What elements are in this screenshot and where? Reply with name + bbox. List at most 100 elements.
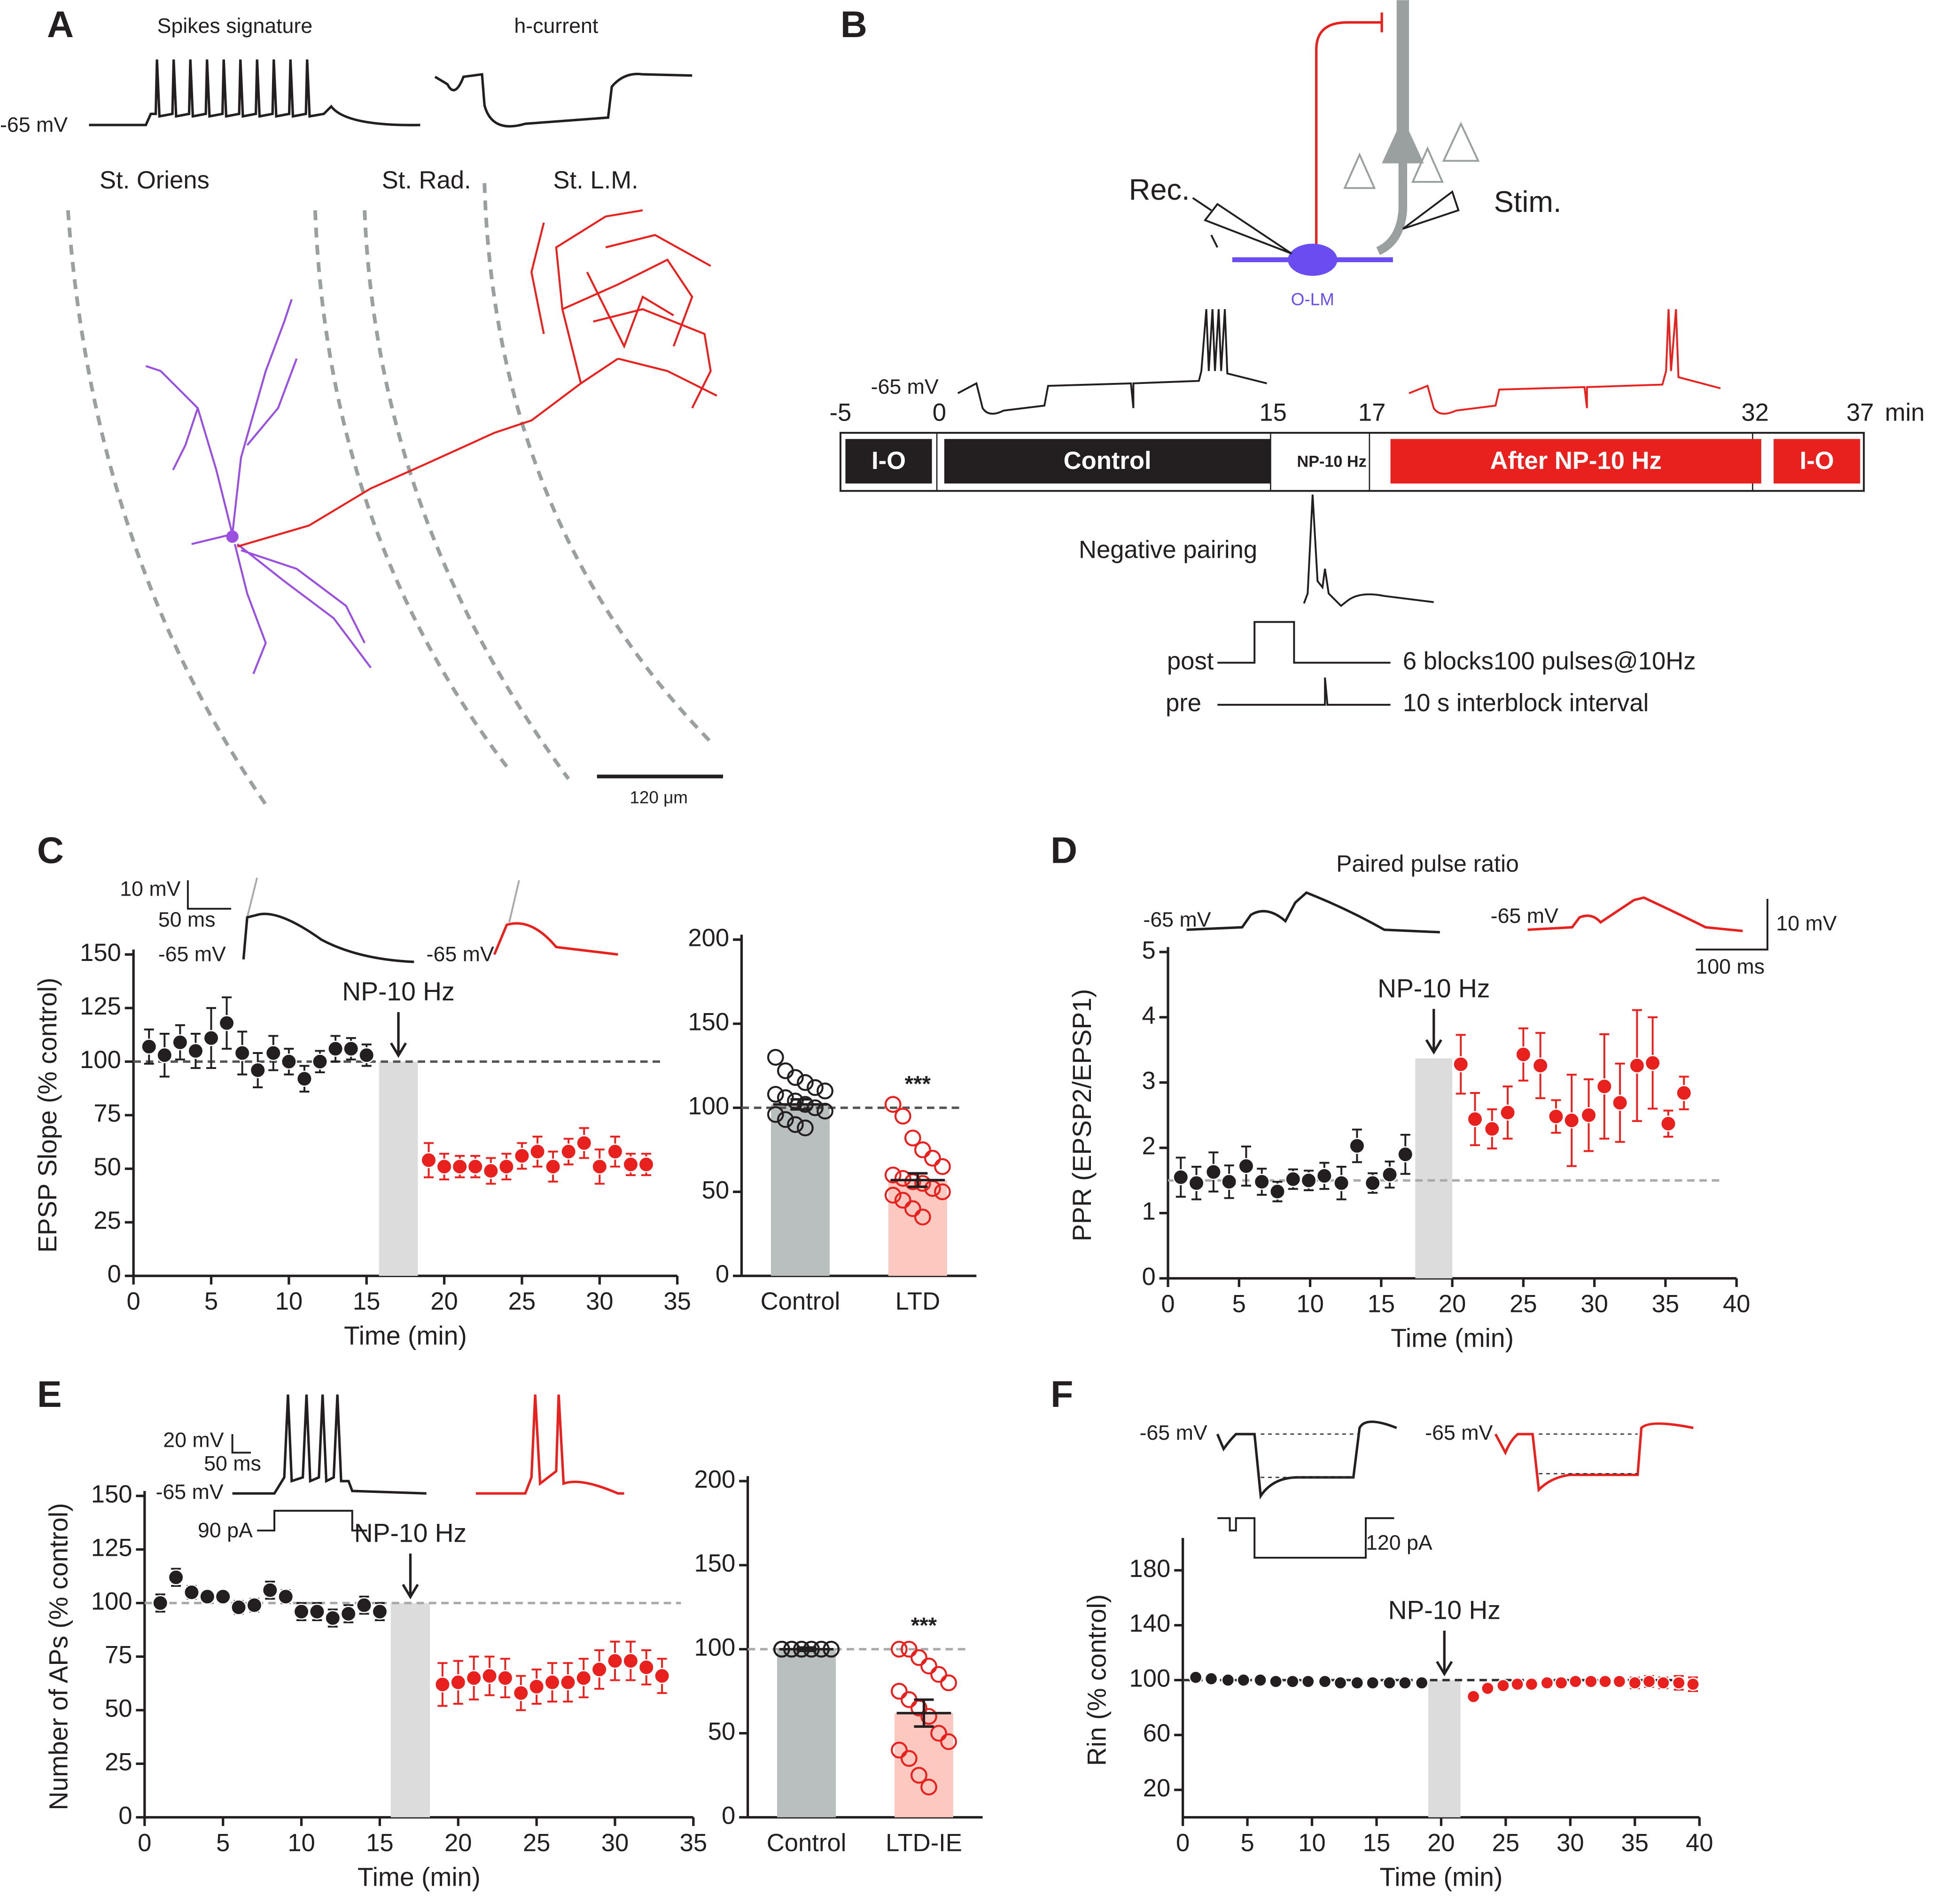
- olm-soma: [1288, 243, 1338, 276]
- spike-trace: [89, 59, 420, 126]
- timeline-segment: [944, 439, 1271, 484]
- data-point: [576, 1135, 592, 1151]
- inset-label: 10 mV: [120, 877, 180, 900]
- timeline-segment-label: I-O: [1800, 447, 1834, 475]
- data-point: [924, 1149, 941, 1167]
- inset-label: 20 mV: [163, 1429, 224, 1452]
- y-tick-label: 140: [1129, 1610, 1171, 1638]
- data-point: [623, 1653, 639, 1669]
- data-point: [1301, 1674, 1315, 1688]
- layer-boundary: [363, 210, 570, 780]
- data-point: [1364, 1175, 1381, 1191]
- x-tick-label: Control: [761, 1288, 841, 1315]
- inset-label: -65 mV: [427, 943, 494, 966]
- timeline-segment: [1390, 439, 1761, 484]
- inset-trace: [1527, 896, 1743, 932]
- data-point: [1205, 1164, 1222, 1180]
- x-tick-label: 25: [1510, 1290, 1537, 1318]
- data-point: [1318, 1674, 1332, 1688]
- timeline-frame: [839, 432, 1865, 492]
- timeline-tick-label: 37: [1846, 399, 1874, 427]
- data-point: [1686, 1677, 1700, 1691]
- data-point: [767, 1049, 784, 1066]
- x-tick-label: LTD-IE: [886, 1829, 962, 1857]
- data-point: [890, 1640, 908, 1658]
- x-tick-label: LTD: [895, 1288, 940, 1315]
- annotation-arrow: [389, 1012, 407, 1058]
- data-point: [529, 1143, 546, 1160]
- data-point: [1644, 1055, 1661, 1071]
- inset-label: 120 pA: [1366, 1531, 1432, 1554]
- stimulation-band: [1415, 1058, 1453, 1279]
- chart-title: Paired pulse ratio: [1336, 851, 1519, 877]
- y-tick-label: 25: [93, 1207, 121, 1234]
- inset-trace: [1216, 1420, 1397, 1500]
- y-axis-title: Rin (% control): [1082, 1594, 1111, 1766]
- panel-label: E: [37, 1373, 62, 1415]
- x-tick-label: 5: [216, 1829, 230, 1857]
- timeline-tick-label: -5: [830, 399, 852, 427]
- inset-label: 10 mV: [1776, 912, 1837, 935]
- data-point: [1269, 1674, 1283, 1688]
- x-tick-label: 20: [444, 1829, 472, 1857]
- data-point: [340, 1606, 357, 1622]
- x-tick-label: 5: [1232, 1290, 1246, 1318]
- x-tick-label: 35: [663, 1288, 691, 1315]
- layer-boundary: [313, 210, 508, 768]
- data-point: [311, 1053, 328, 1070]
- x-tick-label: 25: [523, 1829, 551, 1857]
- stimulation-band: [390, 1603, 430, 1818]
- data-point: [246, 1597, 263, 1614]
- data-point: [1349, 1138, 1365, 1154]
- data-point: [372, 1603, 388, 1620]
- data-point: [434, 1676, 451, 1693]
- x-tick-label: 20: [1439, 1290, 1466, 1318]
- scale-bar: [1696, 898, 1768, 951]
- y-tick-label: 100: [80, 1046, 121, 1074]
- y-tick-label: 60: [1143, 1719, 1171, 1747]
- x-tick-label: 10: [275, 1288, 303, 1315]
- data-point: [1568, 1674, 1582, 1688]
- data-point: [592, 1158, 608, 1175]
- annotation: NP-10 Hz: [342, 977, 454, 1006]
- annotation-arrow: [1425, 1009, 1442, 1055]
- timeline-tick-label: 17: [1358, 399, 1386, 427]
- layer-label: St. Oriens: [100, 166, 210, 194]
- data-point: [1189, 1670, 1203, 1685]
- data-point: [203, 1030, 219, 1046]
- y-tick-label: 50: [702, 1176, 730, 1204]
- x-axis-title: Time (min): [1380, 1863, 1503, 1892]
- dendrite: [246, 358, 298, 446]
- data-point: [544, 1674, 560, 1691]
- axon: [586, 272, 674, 349]
- x-tick-label: 15: [353, 1288, 381, 1315]
- data-point: [894, 1192, 911, 1209]
- inset-trace: [493, 922, 618, 956]
- x-tick-label: 0: [126, 1288, 140, 1315]
- data-point: [560, 1143, 577, 1160]
- olm-soma: [226, 530, 239, 543]
- y-tick-label: 75: [93, 1100, 121, 1127]
- timeline: -5 0 15 17 32 37 min I-O Control NP-10 Hz After NP…: [830, 399, 1925, 492]
- data-point: [1467, 1111, 1483, 1127]
- data-point: [901, 1640, 918, 1658]
- annotation-arrow: [1436, 1631, 1453, 1677]
- data-point: [1584, 1674, 1598, 1688]
- dendrite: [231, 299, 293, 535]
- data-point: [1398, 1676, 1412, 1690]
- significance: ***: [911, 1613, 937, 1638]
- dendrite: [172, 407, 199, 470]
- data-point: [1628, 1676, 1642, 1690]
- data-point: [884, 1096, 902, 1113]
- data-point: [1466, 1690, 1480, 1704]
- panel-label: C: [37, 829, 64, 871]
- data-point: [152, 1595, 169, 1611]
- stimulation-band: [379, 1061, 418, 1276]
- data-point: [930, 1725, 947, 1742]
- y-tick-label: 150: [91, 1480, 132, 1508]
- axon: [593, 308, 712, 409]
- y-tick-label: 20: [1143, 1774, 1171, 1802]
- data-point: [1237, 1673, 1251, 1687]
- data-point: [280, 1053, 297, 1070]
